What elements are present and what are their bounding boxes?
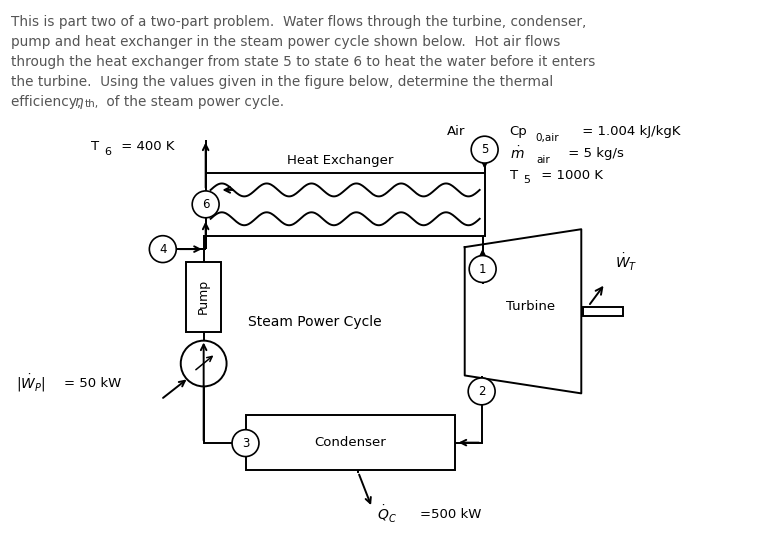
Text: Cp: Cp bbox=[510, 125, 527, 138]
Circle shape bbox=[468, 378, 495, 405]
Circle shape bbox=[232, 430, 259, 456]
Text: T: T bbox=[510, 169, 517, 182]
Text: = 1000 K: = 1000 K bbox=[537, 169, 604, 182]
Text: 5: 5 bbox=[481, 143, 488, 156]
Text: Condenser: Condenser bbox=[315, 436, 386, 449]
Circle shape bbox=[471, 136, 498, 163]
Text: η: η bbox=[75, 95, 83, 109]
Text: th,: th, bbox=[85, 99, 99, 109]
Text: This is part two of a two-part problem.  Water flows through the turbine, conden: This is part two of a two-part problem. … bbox=[12, 15, 587, 29]
Text: = 400 K: = 400 K bbox=[117, 140, 175, 153]
Text: $\dot{W}_T$: $\dot{W}_T$ bbox=[615, 252, 638, 274]
Text: 2: 2 bbox=[478, 385, 486, 398]
Text: Heat Exchanger: Heat Exchanger bbox=[288, 153, 394, 166]
Text: Air: Air bbox=[446, 125, 465, 138]
Text: T: T bbox=[91, 140, 99, 153]
Text: Steam Power Cycle: Steam Power Cycle bbox=[248, 315, 382, 329]
Polygon shape bbox=[465, 229, 581, 393]
Text: 3: 3 bbox=[242, 437, 249, 450]
Text: $\dot{m}$: $\dot{m}$ bbox=[510, 145, 524, 162]
Text: =500 kW: =500 kW bbox=[420, 508, 481, 521]
Circle shape bbox=[180, 341, 227, 386]
Bar bbox=[245, 415, 455, 470]
Text: air: air bbox=[537, 154, 550, 165]
Text: pump and heat exchanger in the steam power cycle shown below.  Hot air flows: pump and heat exchanger in the steam pow… bbox=[12, 35, 561, 49]
Text: = 5 kg/s: = 5 kg/s bbox=[564, 147, 625, 160]
Text: 0,air: 0,air bbox=[535, 133, 559, 143]
Text: the turbine.  Using the values given in the figure below, determine the thermal: the turbine. Using the values given in t… bbox=[12, 75, 554, 89]
Text: through the heat exchanger from state 5 to state 6 to heat the water before it e: through the heat exchanger from state 5 … bbox=[12, 55, 596, 69]
Text: efficiency,: efficiency, bbox=[12, 95, 86, 109]
Text: $\dot{Q}_C$: $\dot{Q}_C$ bbox=[377, 504, 397, 526]
Bar bbox=[186, 262, 221, 332]
Text: 5: 5 bbox=[524, 176, 530, 186]
Text: 4: 4 bbox=[159, 243, 167, 256]
Text: = 50 kW: = 50 kW bbox=[64, 377, 121, 390]
Text: Turbine: Turbine bbox=[507, 300, 556, 313]
Text: = 1.004 kJ/kgK: = 1.004 kJ/kgK bbox=[578, 125, 681, 138]
Text: Pump: Pump bbox=[197, 279, 210, 314]
Text: 6: 6 bbox=[202, 198, 210, 211]
Text: 6: 6 bbox=[105, 147, 112, 157]
Bar bbox=[584, 307, 623, 316]
Text: 1: 1 bbox=[479, 263, 487, 275]
Text: $|\dot{W}_P|$: $|\dot{W}_P|$ bbox=[16, 373, 46, 394]
Circle shape bbox=[150, 236, 177, 263]
Text: of the steam power cycle.: of the steam power cycle. bbox=[102, 95, 284, 109]
Circle shape bbox=[470, 256, 496, 282]
Circle shape bbox=[192, 191, 219, 218]
Bar bbox=[206, 172, 485, 236]
